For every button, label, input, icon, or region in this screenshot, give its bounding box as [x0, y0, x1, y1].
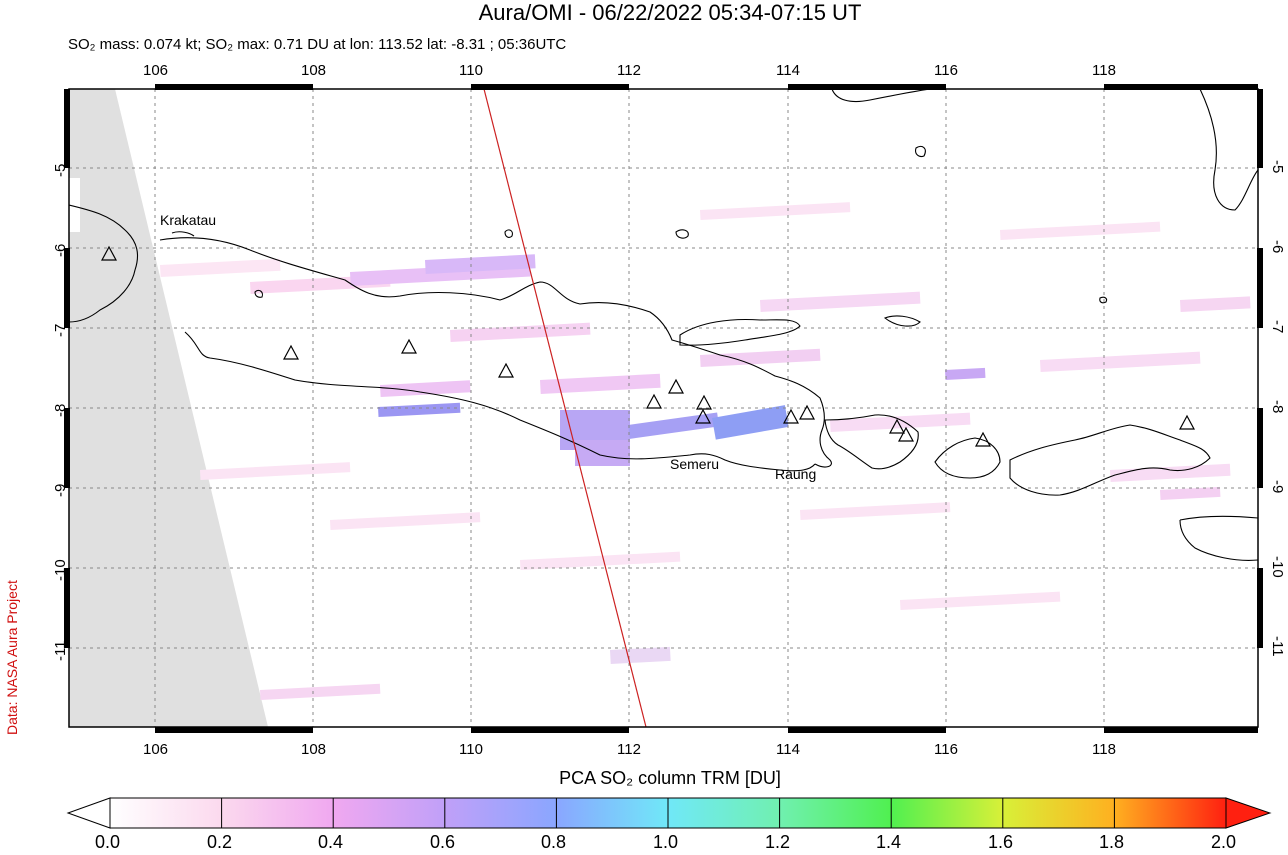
coastlines	[69, 89, 1258, 561]
so2-map	[64, 84, 1263, 733]
lon-tick-top-112: 112	[617, 62, 641, 79]
kangean-islands	[883, 315, 921, 327]
lon-tick-bottom-114: 114	[776, 741, 800, 758]
map-title: Aura/OMI - 06/22/2022 05:34-07:15 UT	[478, 0, 862, 25]
volcano-triangle-raung	[782, 408, 800, 424]
lat-tick-right--5: -5	[1269, 160, 1286, 174]
colorbar-tick-2.0: 2.0	[1211, 832, 1237, 852]
volcano-triangle	[282, 344, 300, 360]
label-semeru: Semeru	[670, 456, 720, 472]
no-data-notch	[69, 178, 80, 232]
colorbar-low-arrow	[66, 797, 111, 829]
lon-tick-bottom-118: 118	[1092, 741, 1116, 758]
colorbar-tick-1.8: 1.8	[1099, 832, 1125, 852]
sumba-coast	[1179, 515, 1258, 561]
lon-tick-bottom-110: 110	[459, 741, 483, 758]
bali-coast	[824, 414, 919, 470]
lat-tick-left--8: -8	[52, 403, 69, 417]
volcano-markers	[100, 245, 1196, 447]
volcano-triangle	[897, 426, 915, 442]
lat-tick-right--9: -9	[1269, 480, 1286, 494]
lat-tick-left--6: -6	[52, 243, 69, 257]
volcano-triangle	[1178, 414, 1196, 430]
lon-tick-top-108: 108	[301, 62, 327, 79]
graticule	[69, 89, 1258, 727]
colorbar-title: PCA SO₂ column TRM [DU]	[559, 768, 781, 788]
lon-tick-top-114: 114	[776, 62, 800, 79]
small-island-3	[171, 231, 195, 237]
lat-tick-right--11: -11	[1269, 636, 1286, 657]
borneo-coast	[831, 89, 931, 103]
madura-coast	[679, 318, 801, 346]
java-south-coast	[184, 331, 816, 472]
volcano-triangle	[667, 378, 685, 394]
lon-tick-top-110: 110	[459, 62, 483, 79]
lombok-coast	[934, 437, 1001, 479]
orbit-track-line	[483, 89, 647, 727]
karimunjawa-islands	[504, 229, 513, 238]
colorbar-tick-0.2: 0.2	[207, 832, 233, 852]
volcano-triangle-semeru	[695, 394, 713, 410]
volcano-triangle	[497, 362, 515, 378]
lat-tick-left--10: -10	[52, 559, 69, 581]
so2-pixels	[160, 202, 1251, 700]
lon-tick-bottom-108: 108	[301, 741, 327, 758]
colorbar-tick-0.4: 0.4	[318, 832, 344, 852]
colorbar-tick-1.4: 1.4	[876, 832, 902, 852]
volcano-triangle	[400, 338, 418, 354]
lon-tick-bottom-116: 116	[934, 741, 958, 758]
lat-tick-right--7: -7	[1269, 320, 1286, 334]
colorbar	[66, 797, 1272, 829]
colorbar-ticks	[221, 798, 1115, 828]
volcano-triangle	[888, 418, 906, 434]
volcano-triangle	[798, 404, 816, 420]
sulawesi-coast	[1199, 89, 1258, 211]
small-island-2	[1099, 296, 1108, 304]
lat-tick-right--10: -10	[1269, 556, 1286, 578]
bawean-island	[675, 229, 689, 239]
sumbawa-coast	[1009, 424, 1211, 496]
lat-tick-left--11: -11	[52, 640, 69, 661]
lon-tick-top-106: 106	[143, 62, 169, 79]
lat-tick-left--7: -7	[52, 323, 69, 337]
lon-tick-top-116: 116	[934, 62, 958, 79]
volcano-triangle	[694, 408, 712, 424]
volcano-triangle	[974, 431, 992, 447]
lat-tick-right--6: -6	[1269, 240, 1286, 254]
volcano-triangle-krakatau	[100, 245, 118, 261]
volcano-triangle	[645, 393, 663, 409]
thousand-islands	[254, 289, 263, 298]
map-frame	[64, 84, 1263, 733]
colorbar-high-arrow	[1225, 797, 1272, 829]
colorbar-tick-0.6: 0.6	[430, 832, 456, 852]
label-raung: Raung	[775, 466, 817, 482]
lat-tick-left--5: -5	[52, 163, 69, 177]
lon-tick-bottom-106: 106	[143, 741, 169, 758]
colorbar-tick-1.2: 1.2	[765, 832, 791, 852]
lon-tick-top-118: 118	[1092, 62, 1116, 79]
map-subtitle: SO₂ mass: 0.074 kt; SO₂ max: 0.71 DU at …	[68, 36, 567, 53]
small-island-1	[915, 145, 926, 158]
colorbar-tick-1.6: 1.6	[988, 832, 1014, 852]
colorbar-tick-1.0: 1.0	[653, 832, 679, 852]
lat-tick-left--9: -9	[52, 483, 69, 497]
colorbar-tick-0.0: 0.0	[95, 832, 121, 852]
colorbar-tick-0.8: 0.8	[541, 832, 567, 852]
lat-tick-right--8: -8	[1269, 400, 1286, 414]
java-north-coast	[159, 237, 832, 468]
label-krakatau: Krakatau	[160, 212, 217, 228]
lon-tick-bottom-112: 112	[617, 741, 641, 758]
sumatra-coast	[69, 204, 139, 323]
